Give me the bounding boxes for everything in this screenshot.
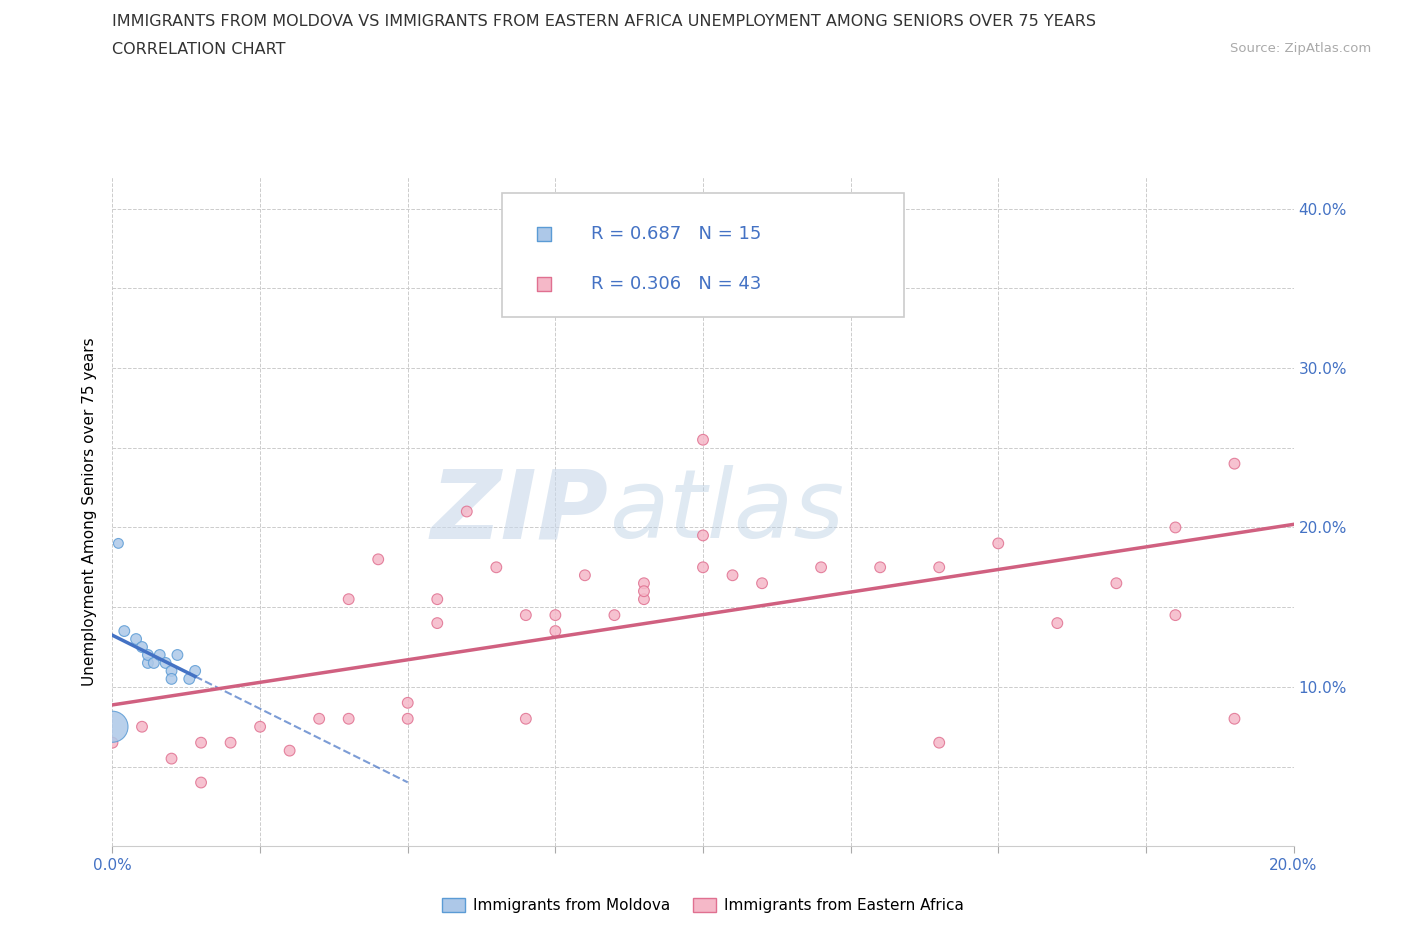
- Point: [160, 663, 183, 678]
- Text: R = 0.687   N = 15: R = 0.687 N = 15: [591, 225, 761, 243]
- Point: [142, 656, 165, 671]
- Point: [515, 711, 537, 726]
- Text: R = 0.306   N = 43: R = 0.306 N = 43: [591, 275, 761, 293]
- Point: [692, 528, 714, 543]
- Point: [692, 432, 714, 447]
- Point: [107, 536, 129, 551]
- Point: [426, 616, 449, 631]
- Point: [160, 671, 183, 686]
- Point: [190, 775, 212, 790]
- Point: [101, 719, 124, 734]
- Point: [633, 576, 655, 591]
- Point: [692, 560, 714, 575]
- Point: [1164, 607, 1187, 622]
- Point: [125, 631, 148, 646]
- Point: [1223, 457, 1246, 472]
- Point: [249, 719, 271, 734]
- Point: [1223, 711, 1246, 726]
- Point: [869, 560, 891, 575]
- Point: [337, 591, 360, 606]
- Point: [136, 656, 159, 671]
- Point: [184, 663, 207, 678]
- Point: [101, 736, 124, 751]
- Point: [160, 751, 183, 766]
- Point: [1046, 616, 1069, 631]
- Point: [308, 711, 330, 726]
- Point: [544, 624, 567, 639]
- Text: IMMIGRANTS FROM MOLDOVA VS IMMIGRANTS FROM EASTERN AFRICA UNEMPLOYMENT AMONG SEN: IMMIGRANTS FROM MOLDOVA VS IMMIGRANTS FR…: [112, 14, 1097, 29]
- Point: [603, 607, 626, 622]
- Point: [179, 671, 201, 686]
- Text: atlas: atlas: [609, 465, 844, 558]
- Point: [367, 551, 389, 566]
- Point: [149, 647, 172, 662]
- Point: [136, 647, 159, 662]
- Point: [574, 568, 596, 583]
- Point: [633, 591, 655, 606]
- Text: CORRELATION CHART: CORRELATION CHART: [112, 42, 285, 57]
- Point: [190, 736, 212, 751]
- Point: [515, 607, 537, 622]
- Point: [928, 560, 950, 575]
- Point: [426, 591, 449, 606]
- Point: [155, 656, 177, 671]
- Text: ZIP: ZIP: [430, 465, 609, 558]
- Legend: Immigrants from Moldova, Immigrants from Eastern Africa: Immigrants from Moldova, Immigrants from…: [436, 892, 970, 919]
- Point: [131, 719, 153, 734]
- Point: [112, 624, 135, 639]
- Point: [633, 584, 655, 599]
- FancyBboxPatch shape: [502, 193, 904, 317]
- Point: [751, 576, 773, 591]
- Point: [131, 640, 153, 655]
- Point: [721, 568, 744, 583]
- Point: [544, 607, 567, 622]
- Point: [166, 647, 188, 662]
- Point: [396, 696, 419, 711]
- Y-axis label: Unemployment Among Seniors over 75 years: Unemployment Among Seniors over 75 years: [82, 338, 97, 685]
- Point: [1164, 520, 1187, 535]
- Point: [337, 711, 360, 726]
- Point: [1105, 576, 1128, 591]
- Point: [456, 504, 478, 519]
- Point: [219, 736, 242, 751]
- Text: Source: ZipAtlas.com: Source: ZipAtlas.com: [1230, 42, 1371, 55]
- Point: [396, 711, 419, 726]
- Point: [928, 736, 950, 751]
- Point: [485, 560, 508, 575]
- Point: [987, 536, 1010, 551]
- Point: [278, 743, 301, 758]
- Point: [810, 560, 832, 575]
